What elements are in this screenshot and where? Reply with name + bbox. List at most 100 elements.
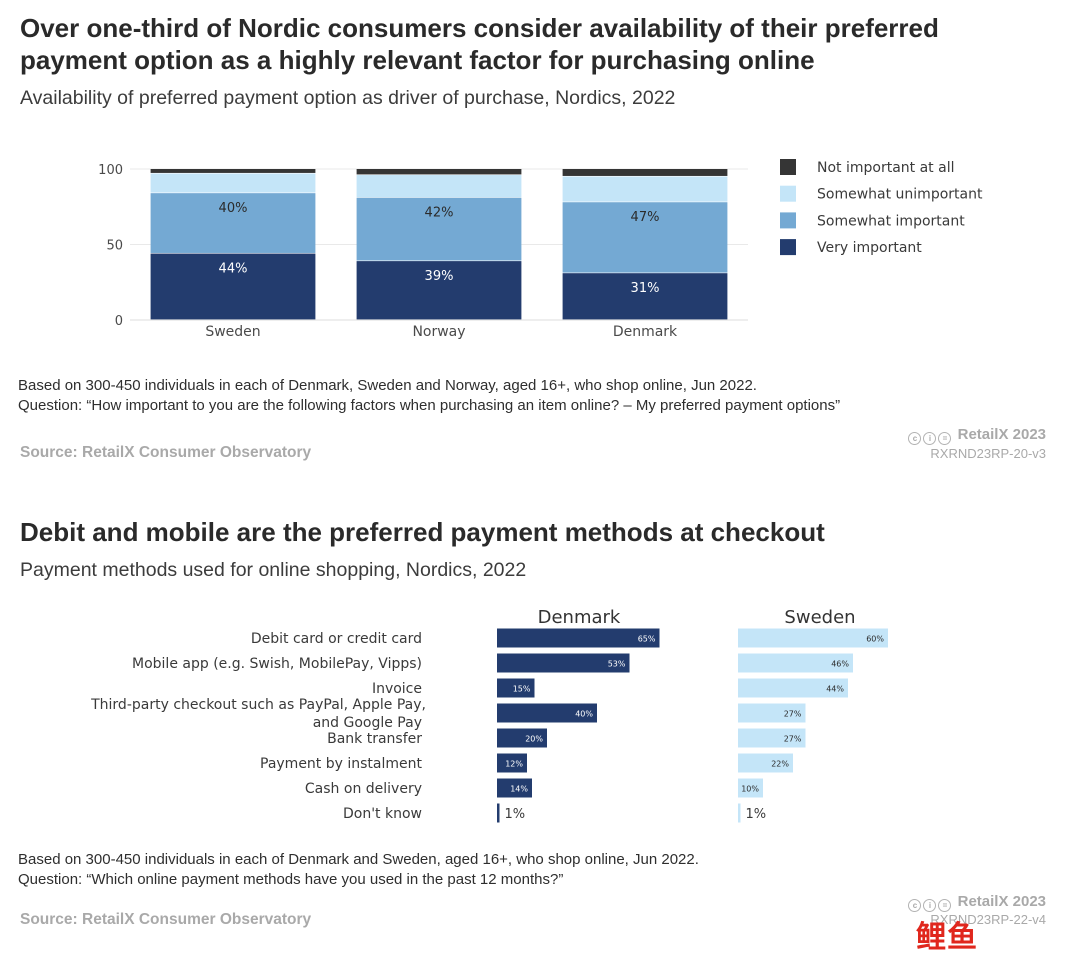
bar-segment xyxy=(356,261,522,320)
bar-segment xyxy=(562,273,728,320)
bar xyxy=(497,628,660,648)
bar xyxy=(497,728,547,748)
bar-segment xyxy=(150,193,316,253)
data-label: 40% xyxy=(219,201,248,216)
bar xyxy=(738,703,806,723)
y-tick-label: 50 xyxy=(106,239,123,254)
data-label: 14% xyxy=(510,785,528,794)
chart2-subtitle: Payment methods used for online shopping… xyxy=(20,559,527,581)
bar xyxy=(497,703,597,723)
legend-label: Somewhat important xyxy=(817,213,965,229)
bar xyxy=(497,653,630,673)
category-label: Payment by instalment xyxy=(260,756,423,772)
bar-segment xyxy=(150,173,316,193)
category-label: Bank transfer xyxy=(327,731,422,747)
by-icon: i xyxy=(923,899,937,912)
chart2-note-line2: Question: “Which online payment methods … xyxy=(18,871,564,888)
bar xyxy=(738,778,763,798)
cc-icon: c xyxy=(908,432,922,445)
bar xyxy=(497,678,535,698)
category-label: Cash on delivery xyxy=(305,781,422,797)
data-label: 1% xyxy=(505,807,526,822)
chart1-note: Based on 300-450 individuals in each of … xyxy=(18,376,1068,416)
bar xyxy=(738,728,806,748)
data-label: 27% xyxy=(784,710,802,719)
category-label: Third-party checkout such as PayPal, App… xyxy=(90,697,426,713)
bar xyxy=(497,753,527,773)
bar xyxy=(497,778,532,798)
by-icon: i xyxy=(923,432,937,445)
chart1-note-line1: Based on 300-450 individuals in each of … xyxy=(18,377,757,394)
chart1-subtitle: Availability of preferred payment option… xyxy=(20,87,676,109)
chart1-title: Over one-third of Nordic consumers consi… xyxy=(20,12,1070,76)
legend-swatch xyxy=(780,185,796,202)
chart1-brand: c i = RetailX 2023 xyxy=(908,426,1046,445)
chart1-title-line1: Over one-third of Nordic consumers consi… xyxy=(20,13,939,43)
horizontal-bar-chart: Debit card or credit card Mobile app (e.g… xyxy=(90,607,888,823)
y-tick-label: 100 xyxy=(98,163,123,178)
data-label: 31% xyxy=(631,281,660,296)
cc-icon: c xyxy=(908,899,922,912)
chart2-brand-text: RetailX 2023 xyxy=(957,893,1046,910)
chart2-brand: c i = RetailX 2023 xyxy=(908,893,1046,912)
bar xyxy=(738,803,741,823)
chart1-title-line2: payment option as a highly relevant fact… xyxy=(20,45,815,75)
data-label: 53% xyxy=(608,660,626,669)
data-label: 44% xyxy=(219,262,248,277)
bar-segment xyxy=(150,169,316,173)
data-label: 1% xyxy=(746,807,767,822)
data-label: 27% xyxy=(784,735,802,744)
bar xyxy=(738,753,793,773)
data-label: 46% xyxy=(831,660,849,669)
bar-segment xyxy=(356,169,522,175)
chart1-brand-text: RetailX 2023 xyxy=(957,426,1046,443)
data-label: 20% xyxy=(525,735,543,744)
category-label: and Google Pay xyxy=(313,715,422,731)
data-label: 40% xyxy=(575,710,593,719)
bar-segment xyxy=(356,175,522,198)
data-label: 12% xyxy=(505,760,523,769)
data-label: 15% xyxy=(513,685,531,694)
category-label: Mobile app (e.g. Swish, MobilePay, Vipps… xyxy=(132,656,422,672)
bar-segment xyxy=(562,202,728,273)
x-tick-label: Denmark xyxy=(613,324,678,340)
bar xyxy=(497,803,500,823)
data-label: 44% xyxy=(826,685,844,694)
category-label: Invoice xyxy=(372,681,422,697)
bar-segment xyxy=(562,176,728,202)
legend-label: Not important at all xyxy=(817,160,954,176)
legend-swatch xyxy=(780,159,796,175)
bar xyxy=(738,653,853,673)
watermark-text: 鲤鱼 xyxy=(916,921,978,954)
watermark-logo: 鲤鱼 xyxy=(916,912,978,956)
x-tick-label: Sweden xyxy=(205,324,260,340)
chart1-source: Source: RetailX Consumer Observatory xyxy=(20,444,312,461)
bar xyxy=(738,628,888,648)
legend-label: Somewhat unimportant xyxy=(817,187,983,203)
legend-swatch xyxy=(780,212,796,229)
nd-icon: = xyxy=(938,432,952,445)
panel-title: Denmark xyxy=(538,607,621,628)
chart2-title: Debit and mobile are the preferred payme… xyxy=(20,517,825,547)
bar-segment xyxy=(562,169,728,176)
data-label: 10% xyxy=(741,785,759,794)
chart2-source: Source: RetailX Consumer Observatory xyxy=(20,911,312,928)
nd-icon: = xyxy=(938,899,952,912)
data-label: 60% xyxy=(866,635,884,644)
chart2-note: Based on 300-450 individuals in each of … xyxy=(18,850,1068,890)
chart2-note-line1: Based on 300-450 individuals in each of … xyxy=(18,851,699,868)
chart2-code: RXRND23RP-22-v4 xyxy=(930,912,1046,927)
chart1-code: RXRND23RP-20-v3 xyxy=(930,446,1046,461)
data-label: 47% xyxy=(631,210,660,225)
data-label: 42% xyxy=(425,206,454,221)
data-label: 65% xyxy=(638,635,656,644)
chart1-note-line2: Question: “How important to you are the … xyxy=(18,397,841,414)
legend-swatch xyxy=(780,239,796,256)
stacked-bar-chart: 0 50 100 44% 40% Sweden 39% 42% Norway 31% 47% Denm… xyxy=(98,159,983,340)
bar-segment xyxy=(356,197,522,261)
data-label: 39% xyxy=(425,269,454,284)
bar xyxy=(738,678,848,698)
data-label: 22% xyxy=(771,760,789,769)
bar-segment xyxy=(150,253,316,320)
x-tick-label: Norway xyxy=(412,324,465,340)
